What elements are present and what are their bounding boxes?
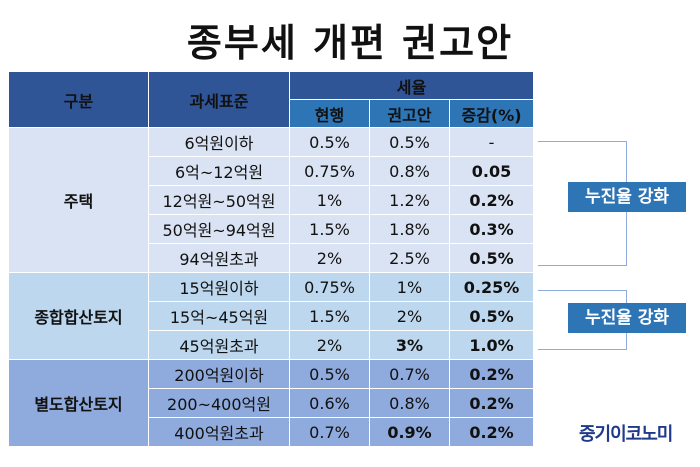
- category-separate-land: 별도합산토지: [8, 359, 149, 447]
- change-cell: 0.5%: [449, 243, 534, 273]
- table-row: 94억원초과 2% 2.5% 0.5%: [9, 243, 534, 273]
- standard-cell: 6억원이하: [148, 127, 290, 157]
- table-row: 400억원초과 0.7% 0.9% 0.2%: [9, 417, 534, 447]
- current-rate-cell: 1.5%: [289, 301, 370, 331]
- recommended-rate-cell: 0.9%: [369, 417, 450, 447]
- current-rate-cell: 0.75%: [289, 272, 370, 302]
- standard-cell: 94억원초과: [148, 243, 290, 273]
- recommended-rate-cell: 1.2%: [369, 185, 450, 215]
- header-current: 현행: [289, 99, 370, 128]
- current-rate-cell: 2%: [289, 243, 370, 273]
- current-rate-cell: 0.6%: [289, 388, 370, 418]
- table-row: 50억원~94억원 1.5% 1.8% 0.3%: [9, 214, 534, 244]
- standard-cell: 15억원이하: [148, 272, 290, 302]
- current-rate-cell: 0.7%: [289, 417, 370, 447]
- header-category: 구분: [8, 71, 149, 128]
- standard-cell: 200억원이하: [148, 359, 290, 389]
- change-cell: 0.5%: [449, 301, 534, 331]
- change-cell: 1.0%: [449, 330, 534, 360]
- current-rate-cell: 0.75%: [289, 156, 370, 186]
- table-row: 종합합산토지 15억원이하 0.75% 1% 0.25%: [8, 272, 534, 360]
- header-rate-group: 세율: [289, 71, 534, 100]
- change-cell: 0.05: [449, 156, 534, 186]
- header-standard: 과세표준: [148, 71, 290, 128]
- change-cell: 0.2%: [449, 359, 534, 389]
- change-cell: 0.25%: [449, 272, 534, 302]
- current-rate-cell: 2%: [289, 330, 370, 360]
- category-housing: 주택: [8, 127, 149, 273]
- current-rate-cell: 1.5%: [289, 214, 370, 244]
- standard-cell: 400억원초과: [148, 417, 290, 447]
- recommended-rate-cell: 3%: [369, 330, 450, 360]
- page-title: 종부세 개편 권고안: [186, 21, 514, 65]
- change-cell: 0.3%: [449, 214, 534, 244]
- recommended-rate-cell: 0.7%: [369, 359, 450, 389]
- header-change: 증감(%): [449, 99, 534, 128]
- header-recommended: 권고안: [369, 99, 450, 128]
- recommended-rate-cell: 0.5%: [369, 127, 450, 157]
- brand-logo: 중기이코노미: [579, 424, 673, 445]
- category-comprehensive-land: 종합합산토지: [8, 272, 149, 360]
- table-row: 45억원초과 2% 3% 1.0%: [9, 330, 534, 360]
- current-rate-cell: 1%: [289, 185, 370, 215]
- standard-cell: 200~400억원: [148, 388, 290, 418]
- standard-cell: 6억~12억원: [148, 156, 290, 186]
- recommended-rate-cell: 2%: [369, 301, 450, 331]
- table-row: 별도합산토지 200억원이하 0.5% 0.7% 0.2%: [8, 359, 534, 447]
- change-cell: 0.2%: [449, 417, 534, 447]
- recommended-rate-cell: 2.5%: [369, 243, 450, 273]
- table-row: 200~400억원 0.6% 0.8% 0.2%: [9, 388, 534, 418]
- standard-cell: 45억원초과: [148, 330, 290, 360]
- change-cell: -: [449, 127, 534, 157]
- standard-cell: 15억~45억원: [148, 301, 290, 331]
- recommended-rate-cell: 0.8%: [369, 156, 450, 186]
- recommended-rate-cell: 0.8%: [369, 388, 450, 418]
- current-rate-cell: 0.5%: [289, 127, 370, 157]
- callout-progressive-housing: 누진율 강화: [568, 182, 686, 212]
- recommended-rate-cell: 1.8%: [369, 214, 450, 244]
- standard-cell: 12억원~50억원: [148, 185, 290, 215]
- change-cell: 0.2%: [449, 185, 534, 215]
- table-row: 12억원~50억원 1% 1.2% 0.2%: [9, 185, 534, 215]
- callout-progressive-land: 누진율 강화: [568, 303, 686, 333]
- current-rate-cell: 0.5%: [289, 359, 370, 389]
- tax-rate-table: 구분 과세표준 세율 현행 권고안 증감(%) 주택 6억원이하 0.5% 0.…: [8, 71, 534, 447]
- standard-cell: 50억원~94억원: [148, 214, 290, 244]
- table-row: 주택 6억원이하 0.5% 0.5% -: [8, 127, 534, 273]
- recommended-rate-cell: 1%: [369, 272, 450, 302]
- change-cell: 0.2%: [449, 388, 534, 418]
- table-row: 6억~12억원 0.75% 0.8% 0.05: [9, 156, 534, 186]
